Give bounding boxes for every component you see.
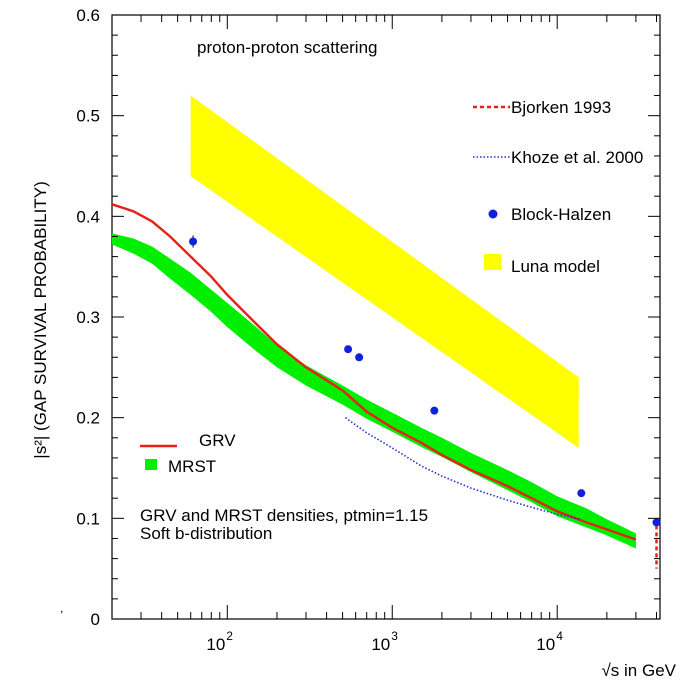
block-halzen-point xyxy=(577,489,586,498)
y-tick-label: 0.6 xyxy=(76,6,100,25)
mrst-band-layer xyxy=(112,233,636,549)
y-tick-label: 0.1 xyxy=(76,509,100,528)
x-tick-label-base: 10 xyxy=(371,635,390,654)
legend-khoze-label: Khoze et al. 2000 xyxy=(511,148,643,167)
y-tick-label: 0 xyxy=(91,610,100,629)
khoze-line xyxy=(344,417,582,521)
series-lines-layer xyxy=(111,203,658,569)
legend-mrst-swatch xyxy=(145,459,157,470)
y-axis-label: |s²| (GAP SURVIVAL PROBABILITY) xyxy=(31,181,50,458)
x-axis-ticks: 10 2 10 3 10 4 xyxy=(111,15,658,654)
x-tick-label-exponent: 2 xyxy=(226,629,233,643)
legend-mrst-label: MRST xyxy=(168,457,216,476)
luna-model-band xyxy=(190,95,579,448)
margin-mark: , xyxy=(60,601,63,615)
y-axis-ticks: 0 0.1 0.2 0.3 0.4 0.5 0.6 xyxy=(76,6,660,629)
legend-luna-label: Luna model xyxy=(511,257,600,276)
block-halzen-point xyxy=(430,406,439,415)
block-halzen-point xyxy=(344,345,353,354)
x-tick-label-base: 10 xyxy=(536,635,555,654)
mrst-band xyxy=(112,233,636,549)
legend-block-swatch xyxy=(488,209,498,219)
legend-luna-swatch xyxy=(484,254,501,270)
legend: Bjorken 1993 Khoze et al. 2000 Block-Hal… xyxy=(140,98,643,476)
legend-grv-label: GRV xyxy=(199,431,236,450)
x-tick-label-exponent: 3 xyxy=(391,629,398,643)
block-halzen-point xyxy=(189,237,198,246)
y-tick-label: 0.2 xyxy=(76,409,100,428)
x-tick-label-base: 10 xyxy=(206,635,225,654)
grv-line xyxy=(111,203,637,541)
note-line-2: Soft b-distribution xyxy=(140,524,272,543)
legend-block-label: Block-Halzen xyxy=(511,205,611,224)
x-axis-label: √s in GeV xyxy=(601,661,676,680)
plot-title: proton-proton scattering xyxy=(197,38,378,57)
y-tick-label: 0.4 xyxy=(76,207,100,226)
y-tick-label: 0.3 xyxy=(76,308,100,327)
luna-band-layer xyxy=(190,95,579,448)
block-halzen-points-layer xyxy=(189,235,661,527)
block-halzen-point xyxy=(652,518,661,527)
legend-bjorken-label: Bjorken 1993 xyxy=(511,98,611,117)
block-halzen-point xyxy=(355,353,364,362)
x-tick-label-exponent: 4 xyxy=(556,629,563,643)
y-tick-label: 0.5 xyxy=(76,107,100,126)
note-line-1: GRV and MRST densities, ptmin=1.15 xyxy=(140,506,428,525)
